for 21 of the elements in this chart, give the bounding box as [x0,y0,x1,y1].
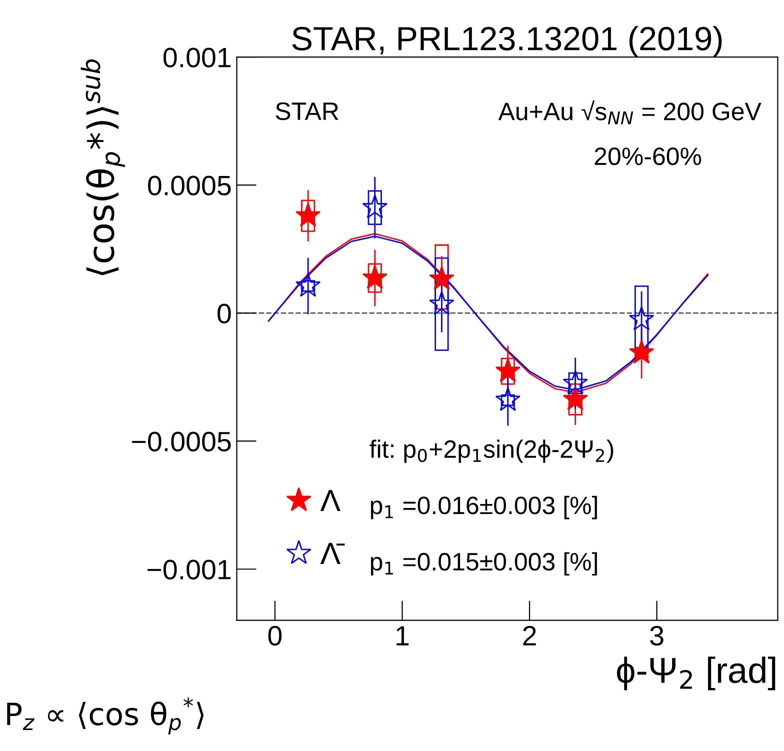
legend-label: Λ̄ [320,542,345,564]
y-tick-label: 0.0005 [148,176,231,196]
annotation: 20%-60% [594,147,702,166]
annotation: STAR [276,102,338,120]
x-tick-label: 3 [650,626,664,646]
y-tick-label: 0 [218,304,231,324]
annotation: p$_{1}$ =0.015±0.003 [%] [370,552,597,576]
y-tick-label: −0.001 [148,560,231,580]
y-tick-label: −0.0005 [132,432,231,452]
x-axis-title: ϕ-Ψ$_{2}$ [rad] [617,656,776,690]
y-axis-title: ⟨cos(θ$_{p}$*)⟩$^{sub}$ [80,59,125,276]
x-tick-label: 0 [268,626,282,646]
annotation: Au+Au √s$_{NN}$ = 200 GeV [498,100,762,124]
x-tick-label: 2 [523,626,536,646]
annotation: p$_{1}$ =0.016±0.003 [%] [370,496,597,520]
annotation: fit: p$_{0}$+2p$_{1}$sin(2ϕ-2Ψ$_{2}$) [370,440,614,463]
chart-title: STAR, PRL123.13201 (2019) [292,26,722,58]
text: P$_{z}$ ∝ ⟨cos θ$_{p}$$^{*}$⟩ [7,697,204,734]
legend-label: Λ [320,490,340,512]
y-tick-label: 0.001 [163,48,231,68]
x-tick-label: 1 [396,626,409,646]
